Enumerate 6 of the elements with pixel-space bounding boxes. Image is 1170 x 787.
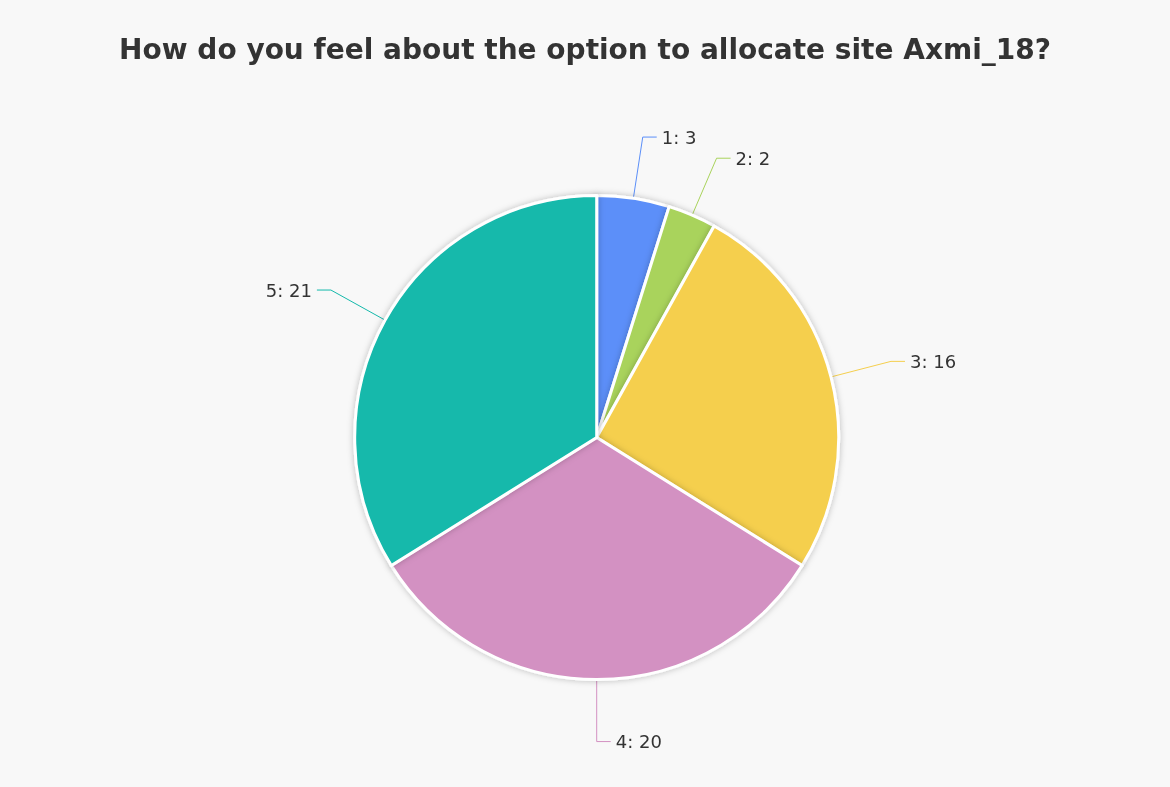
data-label: 5: 21 — [265, 279, 312, 301]
data-label: 3: 16 — [910, 350, 957, 372]
chart-title: How do you feel about the option to allocate site Axmi_18? — [119, 32, 1051, 66]
data-label: 4: 20 — [615, 731, 662, 753]
data-label: 1: 3 — [661, 126, 697, 148]
data-label: 2: 2 — [735, 147, 771, 169]
